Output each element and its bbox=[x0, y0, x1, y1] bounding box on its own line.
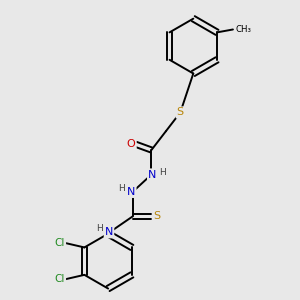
Text: S: S bbox=[177, 107, 184, 118]
Text: O: O bbox=[127, 139, 136, 149]
Text: Cl: Cl bbox=[55, 238, 65, 248]
Text: Cl: Cl bbox=[55, 274, 65, 284]
Text: S: S bbox=[153, 212, 160, 221]
Text: H: H bbox=[96, 224, 103, 233]
Text: H: H bbox=[159, 168, 166, 177]
Text: H: H bbox=[118, 184, 124, 194]
Text: N: N bbox=[105, 227, 113, 237]
Text: N: N bbox=[148, 169, 157, 179]
Text: N: N bbox=[127, 187, 135, 197]
Text: CH₃: CH₃ bbox=[235, 25, 251, 34]
